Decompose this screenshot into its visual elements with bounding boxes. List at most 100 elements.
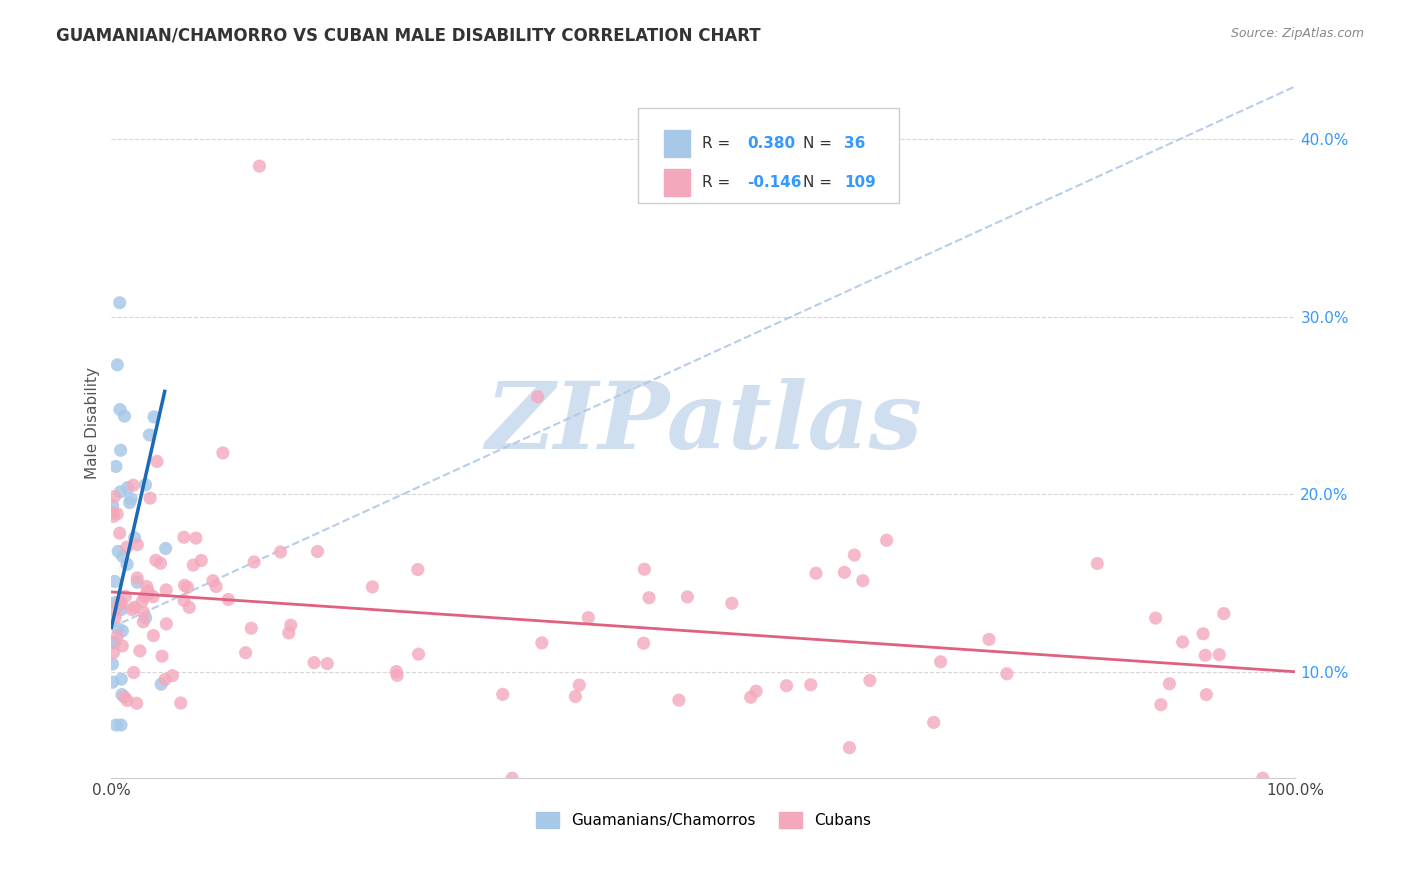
Point — [111, 549, 134, 564]
Point — [125, 696, 148, 710]
Point — [1208, 648, 1230, 662]
Point — [105, 358, 128, 372]
Text: R =: R = — [702, 136, 735, 152]
Point — [103, 509, 125, 524]
Point — [406, 562, 429, 576]
Point — [110, 443, 132, 458]
Point — [745, 684, 768, 698]
Point — [145, 553, 167, 567]
Point — [110, 597, 132, 611]
Point — [408, 647, 430, 661]
Point — [530, 636, 553, 650]
Point — [110, 718, 132, 732]
Point — [153, 673, 176, 687]
Point — [146, 454, 169, 468]
Point — [142, 629, 165, 643]
Point — [155, 582, 177, 597]
Point — [740, 690, 762, 705]
Point — [568, 678, 591, 692]
Point — [1085, 557, 1108, 571]
Point — [633, 562, 655, 576]
Point — [107, 544, 129, 558]
Point — [638, 591, 661, 605]
Point — [844, 548, 866, 562]
Point — [1194, 648, 1216, 663]
Text: 36: 36 — [845, 136, 866, 152]
Point — [128, 644, 150, 658]
Point — [117, 693, 139, 707]
Point — [124, 531, 146, 545]
Point — [115, 540, 138, 554]
Point — [111, 639, 134, 653]
Text: -0.146: -0.146 — [747, 176, 801, 190]
Point — [668, 693, 690, 707]
Point — [107, 599, 129, 613]
Text: N =: N = — [803, 136, 837, 152]
Point — [492, 687, 515, 701]
Point — [240, 621, 263, 635]
Point — [155, 541, 177, 556]
Point — [104, 635, 127, 649]
Point — [139, 491, 162, 505]
Text: GUAMANIAN/CHAMORRO VS CUBAN MALE DISABILITY CORRELATION CHART: GUAMANIAN/CHAMORRO VS CUBAN MALE DISABIL… — [56, 27, 761, 45]
Point — [108, 295, 131, 310]
Point — [108, 526, 131, 541]
Point — [1171, 635, 1194, 649]
Point — [922, 715, 945, 730]
Point — [804, 566, 827, 581]
Point — [775, 679, 797, 693]
Point — [1212, 607, 1234, 621]
Point — [101, 657, 124, 671]
Point — [316, 657, 339, 671]
Point — [201, 574, 224, 588]
Point — [104, 610, 127, 624]
Point — [176, 580, 198, 594]
Point — [111, 688, 134, 702]
Point — [110, 672, 132, 686]
Point — [122, 665, 145, 680]
Point — [105, 507, 128, 521]
Point — [302, 656, 325, 670]
Point — [108, 595, 131, 609]
Point — [184, 531, 207, 545]
Point — [150, 649, 173, 664]
Point — [800, 678, 823, 692]
Point — [385, 668, 408, 682]
Point — [136, 584, 159, 599]
Point — [117, 481, 139, 495]
Point — [173, 530, 195, 544]
Point — [277, 626, 299, 640]
Point — [134, 590, 156, 604]
Point — [876, 533, 898, 548]
Y-axis label: Male Disability: Male Disability — [86, 368, 100, 479]
Point — [111, 624, 134, 638]
Point — [977, 632, 1000, 647]
Point — [105, 718, 128, 732]
Point — [118, 495, 141, 509]
Point — [104, 574, 127, 589]
Point — [205, 580, 228, 594]
Point — [110, 602, 132, 616]
Point — [104, 459, 127, 474]
Point — [995, 666, 1018, 681]
Point — [105, 629, 128, 643]
Point — [149, 557, 172, 571]
Point — [104, 596, 127, 610]
Point — [1251, 771, 1274, 785]
Point — [114, 409, 136, 424]
Point — [181, 558, 204, 573]
Text: 109: 109 — [845, 176, 876, 190]
Point — [108, 402, 131, 417]
Bar — [665, 169, 690, 196]
Text: 0.380: 0.380 — [747, 136, 796, 152]
Point — [526, 390, 548, 404]
Point — [121, 602, 143, 616]
Point — [110, 484, 132, 499]
Point — [150, 677, 173, 691]
Point — [1192, 627, 1215, 641]
Point — [132, 605, 155, 619]
Point — [576, 610, 599, 624]
FancyBboxPatch shape — [638, 108, 898, 203]
Point — [155, 616, 177, 631]
Point — [170, 696, 193, 710]
